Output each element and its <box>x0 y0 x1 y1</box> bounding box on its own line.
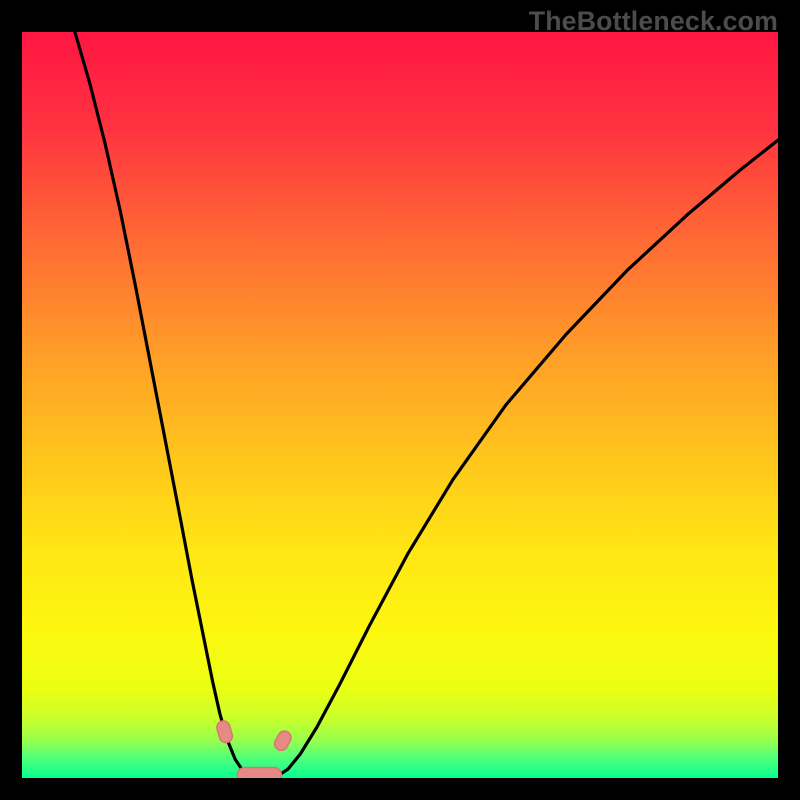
bottleneck-marker <box>215 719 234 744</box>
marker-layer <box>22 32 778 778</box>
bottleneck-marker <box>237 768 281 778</box>
plot-area <box>22 32 778 778</box>
bottleneck-marker <box>272 729 293 753</box>
chart-frame: TheBottleneck.com <box>0 0 800 800</box>
